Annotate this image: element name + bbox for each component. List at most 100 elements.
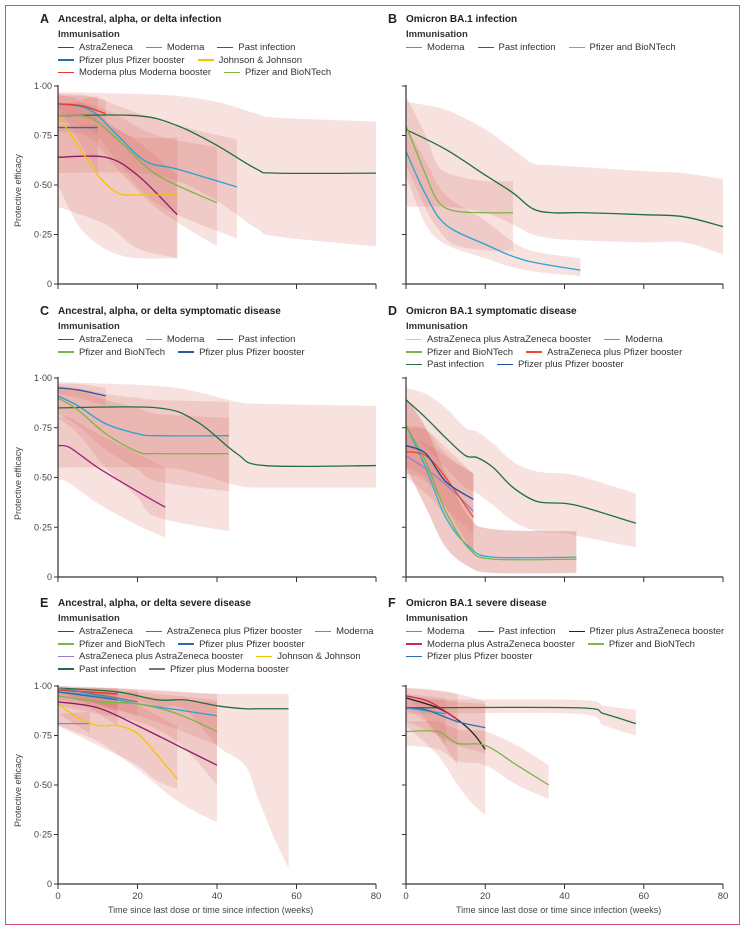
legend-item: Past infection [406, 359, 484, 370]
y-axis-label: Protective efficacy [13, 754, 23, 827]
legend-row: Moderna Past infection Pfizer and BioNTech [406, 42, 676, 53]
ci-band [58, 95, 106, 126]
series-line [405, 730, 549, 786]
legend-item: Moderna plus Moderna booster [58, 67, 211, 78]
panel-title: Ancestral, alpha, or delta symptomatic d… [58, 306, 281, 317]
legend-item: Pfizer plus Pfizer booster [58, 55, 185, 66]
legend-item: Moderna [406, 42, 465, 53]
legend-swatch [145, 338, 162, 341]
ci-band [406, 433, 474, 554]
legend-swatch [568, 630, 585, 633]
series-line [57, 701, 218, 766]
legend-label: Pfizer and BioNTech [427, 346, 514, 358]
legend-row: Moderna plus AstraZeneca booster Pfizer a… [406, 639, 695, 650]
series-line [57, 691, 118, 701]
legend-swatch [58, 668, 74, 670]
legend-label: Pfizer and BioNTech [79, 638, 166, 650]
legend-label: Moderna [166, 334, 205, 345]
legend-item: AstraZeneca plus AstraZeneca booster [58, 651, 243, 662]
ci-band [58, 93, 237, 239]
series-line [405, 706, 637, 725]
legend-item: Past infection [217, 334, 295, 345]
legend-item: Pfizer plus Pfizer booster [178, 639, 305, 650]
series-line [405, 450, 474, 518]
legend-title: Immunisation [406, 321, 468, 332]
y-tick-label: 0·75 [34, 131, 52, 141]
legend-label: Pfizer and BioNTech [79, 346, 166, 358]
legend-row: Pfizer plus Pfizer booster Johnson & John… [58, 55, 302, 66]
legend-row: AstraZeneca plus AstraZeneca booster John… [58, 651, 361, 662]
panel-title: Omicron BA.1 infection [406, 14, 518, 25]
ci-band [58, 91, 376, 247]
legend-swatch [406, 363, 422, 366]
legend-item: Johnson & Johnson [256, 651, 361, 662]
series-line [405, 128, 724, 228]
series-line [405, 425, 577, 561]
legend-item: Past infection [217, 42, 295, 53]
x-tick-label: 0 [403, 891, 408, 902]
ci-band [58, 416, 166, 538]
x-tick-label: 20 [132, 891, 143, 902]
legend-swatch [406, 630, 422, 633]
legend-label: Moderna plus Moderna booster [79, 67, 212, 78]
panel-letter: F [388, 596, 396, 610]
legend-row: Past infection Pfizer plus Pfizer booster [406, 359, 624, 370]
x-tick-label: 20 [480, 891, 491, 902]
legend-label: AstraZeneca plus AstraZeneca booster [79, 651, 244, 662]
y-tick-label: 1·00 [34, 373, 52, 383]
legend-swatch [197, 59, 214, 61]
ci-band [406, 721, 549, 799]
x-tick-label: 60 [638, 891, 649, 902]
legend-item: Pfizer and BioNTech [587, 639, 695, 650]
y-tick-label: 0 [47, 572, 52, 582]
legend-swatch [178, 643, 195, 645]
legend-item: Pfizer and BioNTech [224, 67, 331, 78]
series-line [57, 114, 218, 204]
x-tick-label: 80 [371, 891, 382, 902]
y-tick-label: 0·50 [34, 180, 52, 190]
y-axis-label: Protective efficacy [13, 154, 23, 227]
series-line [405, 399, 637, 524]
legend-swatch [58, 338, 74, 341]
series-line [57, 387, 106, 397]
legend-swatch [497, 363, 514, 366]
legend-title: Immunisation [58, 321, 120, 332]
series-line [405, 445, 474, 500]
legend-label: Johnson & Johnson [218, 54, 303, 66]
series-line [405, 707, 486, 729]
series-line [57, 114, 377, 175]
legend-swatch [526, 351, 543, 353]
legend-row: Pfizer plus Pfizer booster [406, 651, 533, 662]
panel-title: Ancestral, alpha, or delta severe diseas… [58, 598, 251, 609]
ci-band [406, 687, 486, 815]
ci-band [58, 124, 178, 259]
legend-label: Past infection [238, 334, 296, 345]
legend-row: AstraZeneca Moderna Past infection [58, 42, 295, 53]
legend-row: AstraZeneca plus AstraZeneca booster Mode… [406, 334, 663, 345]
legend-label: Pfizer plus Pfizer booster [199, 638, 305, 650]
ci-band [406, 397, 577, 574]
panel-letter: B [388, 12, 398, 26]
legend-item: Past infection [477, 626, 556, 637]
legend-swatch [406, 46, 422, 49]
legend-item: Moderna [145, 334, 205, 345]
ci-band [406, 125, 581, 277]
legend-swatch [406, 338, 422, 341]
y-tick-label: 0 [47, 879, 52, 889]
legend-swatch [58, 630, 74, 633]
legend-swatch [604, 338, 621, 341]
ci-band [406, 101, 723, 255]
legend-item: Pfizer and BioNTech [568, 42, 676, 53]
legend-item: Johnson & Johnson [197, 54, 303, 66]
legend-swatch [145, 630, 162, 633]
legend-item: Moderna [145, 42, 205, 53]
x-tick-label: 0 [55, 891, 60, 902]
series-line [405, 707, 446, 715]
legend-row: Past infection Pfizer plus Moderna booste… [58, 664, 289, 675]
legend-label: Moderna [166, 42, 205, 53]
legend-row: Pfizer and BioNTech Pfizer plus Pfizer bo… [58, 639, 305, 650]
legend-title: Immunisation [406, 613, 468, 624]
legend-label: Past infection [498, 626, 556, 637]
legend-label: AstraZeneca [79, 334, 133, 345]
